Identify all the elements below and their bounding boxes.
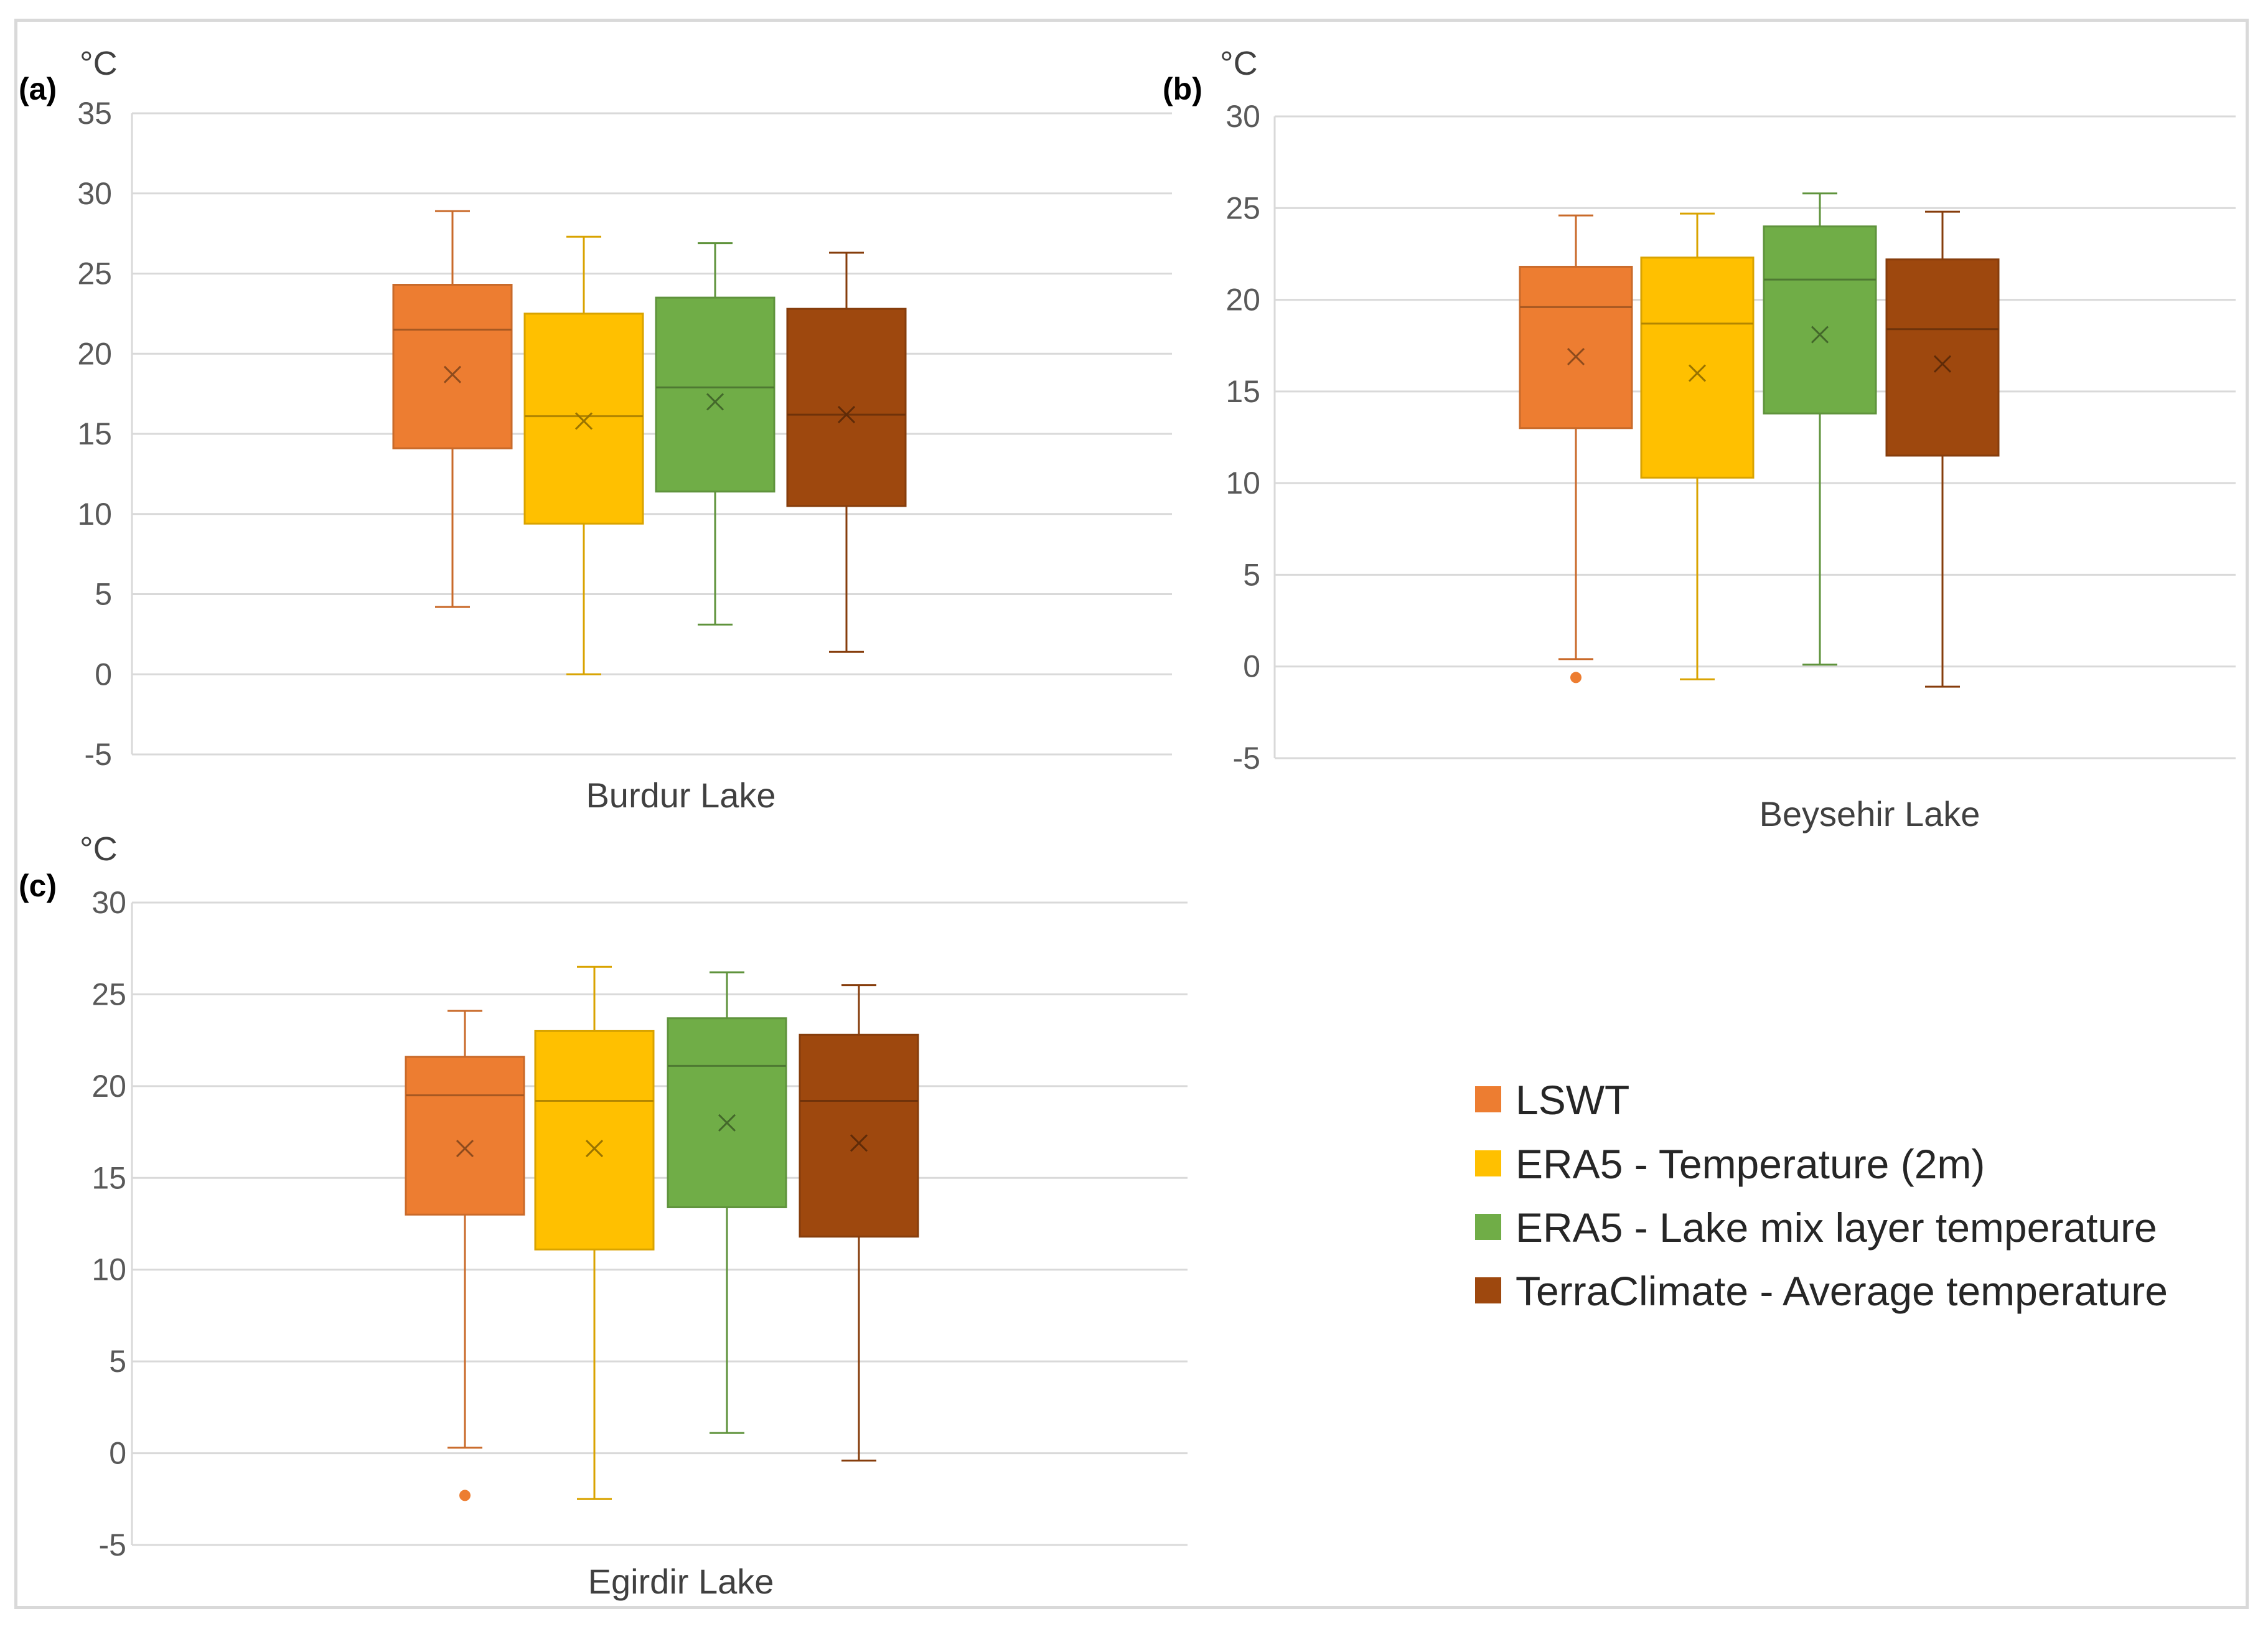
box-era5-lake-mix-layer-temperature [1763,192,1877,666]
y-unit-b: °C [1220,45,1258,82]
y-tick-label: 0 [1243,649,1260,684]
mean-marker [1933,355,1952,373]
y-unit-a: °C [80,45,118,82]
y-tick-label: 5 [95,577,112,612]
chart-burdur-lake: (a) °C Burdur Lake -5 0 5 10 15 20 25 30 35 [19,45,1172,815]
y-tick-label: 25 [1225,190,1260,225]
mean-marker [574,412,593,430]
mean-marker [1688,364,1707,382]
y-tick-label: -5 [85,737,112,772]
y-tick-label: 35 [77,96,112,131]
x-category-label-b: Beysehir Lake [1760,794,1980,833]
box-lswt [405,1010,525,1501]
y-tick-label: -5 [1233,741,1260,776]
box-iqr [1763,225,1877,415]
y-tick-label: 25 [91,977,126,1012]
legend-swatch-lswt [1475,1086,1501,1112]
x-category-label-c: Egirdir Lake [588,1562,774,1601]
y-tick-label: 15 [91,1160,126,1195]
box-terraclimate-average-temperature [799,984,919,1462]
mean-marker [585,1140,604,1158]
box-era5-temperature-2m [1640,212,1755,680]
legend-swatch-terraclimate [1475,1277,1501,1303]
box-era5-temperature-2m [523,235,644,675]
legend-swatch-era5-temperature [1475,1150,1501,1176]
box-iqr [655,296,776,493]
figure-frame [14,19,2249,1609]
y-tick-label: 0 [109,1436,126,1471]
y-tick-label: 10 [77,497,112,532]
outlier-point [1570,672,1582,683]
box-era5-lake-mix-layer-temperature [655,242,776,626]
y-tick-label: -5 [99,1528,126,1562]
legend-label-era5-temperature: ERA5 - Temperature (2m) [1516,1141,1985,1187]
y-tick-label: 10 [91,1252,126,1287]
legend-label-era5-lake-mix: ERA5 - Lake mix layer temperature [1516,1204,2157,1251]
box-iqr [799,1033,919,1238]
y-tick-label: 30 [1225,99,1260,134]
box-lswt [392,210,513,608]
mean-marker [850,1134,868,1152]
panel-label-a: (a) [19,72,57,106]
box-terraclimate-average-temperature [1885,210,2000,688]
y-tick-label: 15 [1225,374,1260,409]
box-iqr [405,1056,525,1216]
legend-label-terraclimate: TerraClimate - Average temperature [1516,1268,2168,1314]
box-iqr [786,307,907,507]
box-iqr [534,1030,655,1251]
box-terraclimate-average-temperature [786,251,907,653]
box-iqr [392,284,513,449]
mean-marker [837,406,856,424]
box-iqr [1640,256,1755,479]
box-iqr [667,1017,787,1208]
y-unit-c: °C [80,830,118,868]
box-iqr [1885,258,2000,457]
box-iqr [523,312,644,525]
y-tick-label: 25 [77,256,112,291]
y-tick-label: 0 [95,657,112,692]
panel-label-c: (c) [19,868,57,903]
y-tick-label: 5 [109,1344,126,1379]
legend-swatch-era5-lake-mix [1475,1214,1501,1240]
y-tick-label: 5 [1243,557,1260,592]
box-era5-lake-mix-layer-temperature [667,971,787,1434]
legend-label-lswt: LSWT [1516,1077,1629,1123]
y-tick-label: 20 [91,1069,126,1104]
chart-beysehir-lake: (b) °C Beysehir Lake -5 0 5 10 15 20 25 30 [1163,45,2236,833]
y-tick-label: 30 [77,176,112,211]
mean-marker [718,1114,736,1132]
x-category-label-a: Burdur Lake [586,776,776,815]
mean-marker [1811,326,1829,344]
outlier-point [459,1490,471,1501]
legend: LSWT ERA5 - Temperature (2m) ERA5 - Lake… [1475,1077,2168,1314]
mean-marker [456,1140,474,1158]
mean-marker [1567,347,1585,365]
y-tick-label: 10 [1225,466,1260,500]
box-era5-temperature-2m [534,965,655,1500]
mean-marker [706,393,724,411]
box-iqr [1519,266,1633,430]
box-lswt [1519,214,1633,683]
panel-label-b: (b) [1163,72,1202,106]
y-tick-label: 30 [91,885,126,920]
chart-egirdir-lake: (c) °C Egirdir Lake -5 0 5 10 15 20 25 30 [19,830,1188,1601]
y-tick-label: 20 [77,336,112,371]
mean-marker [443,365,462,383]
y-tick-label: 15 [77,416,112,451]
y-tick-label: 20 [1225,283,1260,317]
